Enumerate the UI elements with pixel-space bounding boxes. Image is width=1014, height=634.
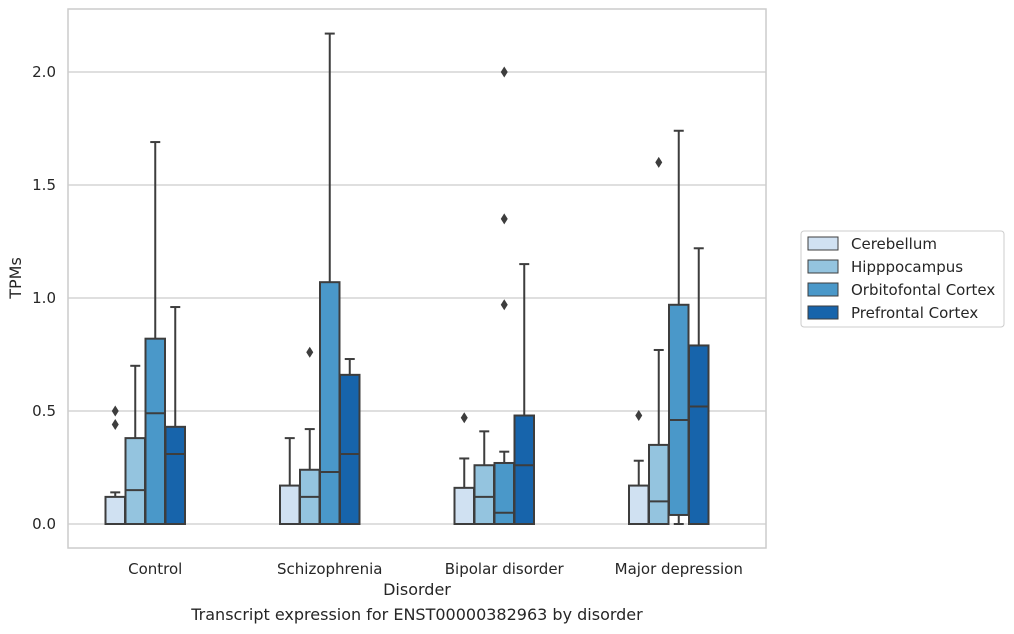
outlier-point [500, 66, 508, 78]
box-group [339, 358, 361, 525]
y-tick-label: 2.0 [32, 63, 56, 81]
legend-label: Prefrontal Cortex [851, 304, 978, 322]
legend-swatch [807, 236, 839, 251]
box [493, 461, 515, 526]
box [319, 281, 341, 525]
box [628, 484, 650, 525]
box-group [124, 364, 146, 525]
y-axis-title: TPMs [6, 257, 25, 300]
box-group [299, 346, 321, 526]
outlier-point [500, 213, 508, 225]
box [144, 337, 166, 525]
box-group [164, 306, 186, 526]
y-tick-label: 1.5 [32, 176, 56, 194]
box-group [473, 430, 495, 525]
box [124, 437, 146, 525]
box-group [279, 437, 301, 525]
boxes [104, 32, 710, 526]
legend-swatch [807, 259, 839, 274]
figure-caption: Transcript expression for ENST0000038296… [191, 605, 643, 624]
legend: Cerebellum Hipppocampus Orbitofontal Corte… [800, 230, 1005, 328]
y-axis-ticks: 0.0 0.5 1.0 1.5 2.0 [32, 63, 56, 533]
outlier-point [635, 410, 643, 422]
box-group [493, 66, 515, 526]
outlier-point [500, 299, 508, 311]
box [339, 373, 361, 525]
box [453, 486, 475, 525]
plot-frame [67, 8, 767, 549]
x-tick-label: Bipolar disorder [445, 560, 565, 578]
outlier-point [460, 412, 468, 424]
legend-label: Hipppocampus [851, 258, 963, 276]
box-group [144, 141, 166, 525]
x-axis-ticks: Control Schizophrenia Bipolar disorder Majo… [128, 560, 743, 578]
box [279, 484, 301, 525]
legend-swatch [807, 305, 839, 320]
y-tick-label: 0.5 [32, 402, 56, 420]
x-axis-title: Disorder [383, 580, 451, 599]
box [648, 443, 670, 525]
box-group [648, 156, 670, 525]
legend-label: Orbitofontal Cortex [851, 281, 995, 299]
legend-swatch [807, 282, 839, 297]
box [164, 425, 186, 526]
box-group [319, 32, 341, 525]
outlier-point [306, 346, 314, 358]
box [513, 414, 535, 525]
box [688, 344, 710, 525]
box [473, 464, 495, 525]
legend-frame [800, 230, 1005, 328]
box-group [668, 129, 690, 525]
x-tick-label: Control [128, 560, 182, 578]
box-group [628, 410, 650, 525]
box-group [688, 247, 710, 525]
y-tick-label: 0.0 [32, 515, 56, 533]
box-group [453, 412, 475, 525]
y-tick-label: 1.0 [32, 289, 56, 307]
box-group [513, 263, 535, 525]
x-tick-label: Major depression [615, 560, 743, 578]
outlier-point [655, 156, 663, 168]
outlier-point [111, 405, 119, 417]
x-tick-label: Schizophrenia [277, 560, 382, 578]
box-group [104, 405, 126, 526]
legend-label: Cerebellum [851, 235, 937, 253]
box [104, 495, 126, 526]
box [668, 303, 690, 516]
outlier-point [111, 419, 119, 431]
